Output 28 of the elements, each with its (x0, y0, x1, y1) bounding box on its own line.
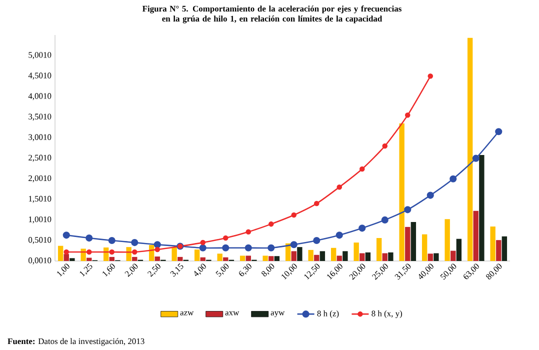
x-tick-label: 2,50 (147, 264, 160, 277)
x-tick-label: 8,00 (262, 264, 274, 276)
x-tick-label: 6,30 (239, 264, 252, 276)
x-tick-label: 1,60 (102, 264, 115, 277)
legend-label: ayw (270, 311, 285, 318)
y-tick-label: 2,0010 (28, 175, 52, 182)
legend-label: 8 h (x, y) (372, 310, 402, 318)
y-tick-label: 4,5010 (28, 72, 52, 80)
legend-label: 8 h (z) (317, 310, 339, 318)
legend-label: azw (180, 311, 194, 316)
chart-title: Figura N° 5. Comportamiento de la aceleración por ejes y frecuencias en la grúa de hilo 1, en relación con límites de la capacidad (142, 6, 402, 24)
y-tick-label: 3,5010 (28, 114, 52, 121)
y-tick-label: 0,0010 (28, 258, 52, 264)
x-tick-label: 1,25 (80, 263, 92, 277)
x-tick-label: 3,15 (170, 263, 184, 277)
legend-label: axw (225, 311, 240, 316)
x-tick-label: 1,00 (57, 264, 70, 277)
x-tick-label: 2,00 (124, 264, 138, 277)
y-tick-label: 3,0010 (28, 134, 52, 142)
y-tick-label: 5,0010 (28, 52, 52, 60)
y-tick-label: 4,0010 (28, 93, 52, 100)
y-tick-label: 2,5010 (28, 154, 52, 162)
x-tick-label: 5,00 (216, 264, 229, 277)
x-tick-label: 4,00 (194, 264, 206, 276)
y-tick-label: 0,5010 (28, 236, 52, 244)
y-tick-label: 1,5010 (28, 196, 52, 203)
text: Fuente: Datos de la investigación, 2013 (8, 338, 144, 346)
y-tick-label: 1,0010 (28, 216, 52, 224)
